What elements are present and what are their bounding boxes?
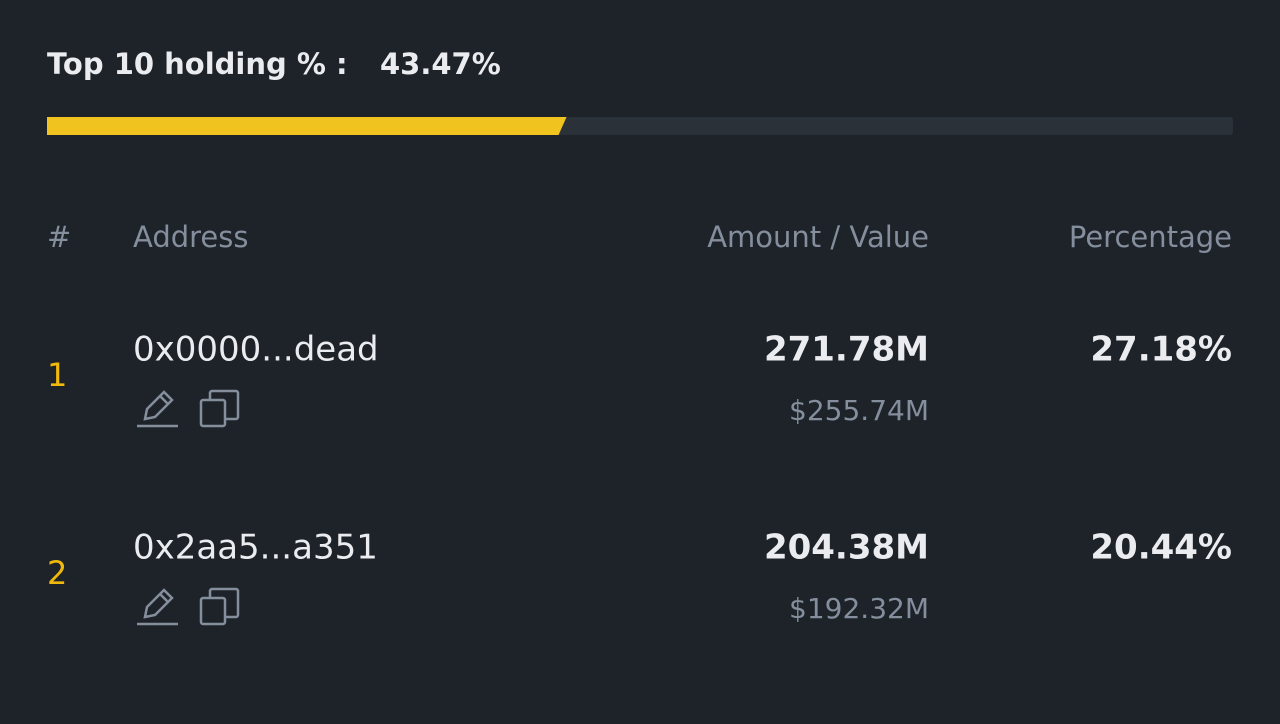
holding-value: 43.47% bbox=[380, 47, 501, 81]
edit-icon[interactable] bbox=[137, 588, 178, 626]
usd-value: $255.74M bbox=[789, 394, 929, 427]
edit-pencil bbox=[143, 390, 174, 421]
copy-icon[interactable] bbox=[199, 389, 240, 428]
column-header: # bbox=[47, 220, 71, 254]
column-header: Amount / Value bbox=[707, 220, 929, 254]
copy-front bbox=[199, 398, 227, 428]
amount: 204.38M bbox=[764, 528, 929, 568]
address: 0x0000...dead bbox=[133, 330, 379, 370]
percentage: 20.44% bbox=[1090, 528, 1232, 568]
address: 0x2aa5...a351 bbox=[133, 528, 378, 568]
amount: 271.78M bbox=[764, 330, 929, 370]
edit-pencil bbox=[143, 588, 174, 619]
percentage: 27.18% bbox=[1090, 330, 1232, 370]
copy-icon[interactable] bbox=[199, 587, 240, 626]
edit-icon[interactable] bbox=[137, 390, 178, 428]
rank: 2 bbox=[47, 554, 67, 592]
column-header: Address bbox=[133, 220, 249, 254]
rank: 1 bbox=[47, 356, 67, 394]
column-header: Percentage bbox=[1069, 220, 1232, 254]
usd-value: $192.32M bbox=[789, 592, 929, 625]
holding-label: Top 10 holding % : bbox=[47, 47, 348, 81]
progress-fill bbox=[47, 117, 567, 135]
copy-front bbox=[199, 596, 227, 626]
